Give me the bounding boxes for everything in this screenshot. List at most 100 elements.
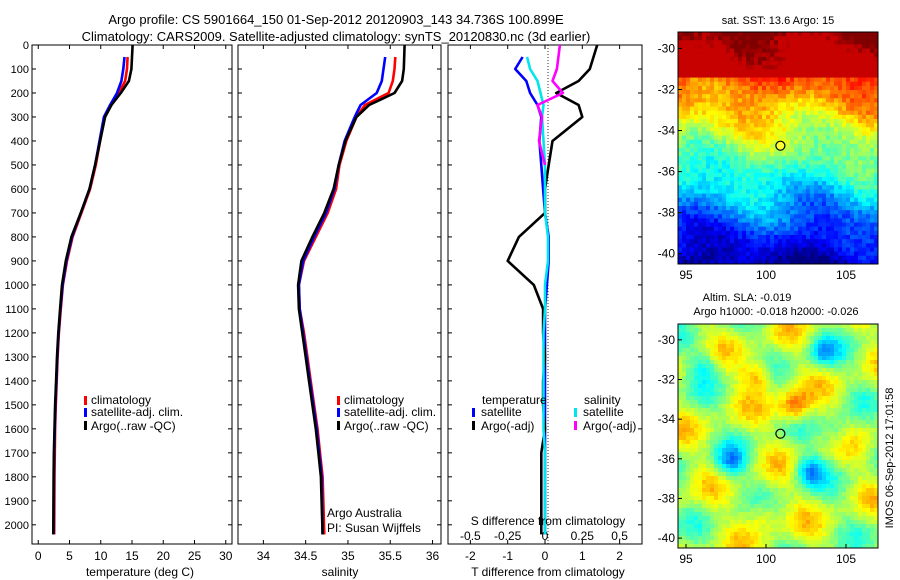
heatmap-cell — [754, 172, 759, 178]
heatmap-cell — [698, 193, 703, 199]
heatmap-cell — [806, 185, 811, 190]
heatmap-cell — [690, 36, 695, 41]
heatmap-cell — [734, 472, 739, 477]
heatmap-cell — [770, 412, 775, 417]
heatmap-cell — [798, 444, 803, 449]
heatmap-cell — [862, 61, 867, 66]
heatmap-cell — [718, 392, 723, 397]
heatmap-cell — [706, 77, 711, 83]
heatmap-cell — [746, 152, 751, 157]
heatmap-cell — [742, 404, 747, 409]
heatmap-cell — [794, 259, 799, 264]
heatmap-cell — [762, 328, 767, 333]
heatmap-cell — [698, 36, 703, 41]
heatmap-cell — [770, 420, 775, 425]
heatmap-cell — [730, 201, 735, 207]
heatmap-cell — [702, 472, 707, 477]
heatmap-cell — [690, 61, 695, 66]
heatmap-cell — [746, 52, 751, 58]
heatmap-cell — [838, 172, 843, 178]
heatmap-cell — [834, 472, 839, 477]
heatmap-cell — [730, 85, 735, 91]
heatmap-cell — [710, 432, 715, 437]
heatmap-cell — [710, 77, 715, 83]
heatmap-cell — [862, 56, 867, 62]
heatmap-cell — [770, 388, 775, 393]
heatmap-cell — [734, 119, 739, 124]
heatmap-cell — [874, 428, 878, 433]
heatmap-cell — [770, 468, 775, 473]
heatmap-cell — [738, 218, 743, 223]
heatmap-cell — [806, 222, 811, 228]
heatmap-cell — [730, 336, 735, 341]
heatmap-cell — [822, 364, 827, 369]
heatmap-cell — [702, 372, 707, 377]
heatmap-cell — [834, 85, 839, 91]
heatmap-cell — [774, 222, 779, 228]
heatmap-cell — [842, 448, 847, 453]
heatmap-cell — [826, 123, 831, 128]
heatmap-cell — [710, 376, 715, 381]
heatmap-cell — [782, 452, 787, 457]
heatmap-cell — [726, 460, 731, 465]
heatmap-cell — [750, 160, 755, 165]
heatmap-cell — [806, 239, 811, 244]
heatmap-cell — [774, 344, 779, 349]
heatmap-cell — [782, 226, 787, 232]
heatmap-cell — [858, 416, 863, 421]
heatmap-cell — [838, 388, 843, 393]
heatmap-cell — [854, 376, 859, 381]
heatmap-cell — [862, 214, 867, 219]
heatmap-cell — [690, 106, 695, 112]
heatmap-cell — [706, 172, 711, 178]
heatmap-cell — [718, 143, 723, 149]
heatmap-cell — [726, 181, 731, 186]
heatmap-cell — [778, 189, 783, 194]
heatmap-cell — [798, 206, 803, 211]
heatmap-cell — [850, 400, 855, 405]
heatmap-cell — [838, 85, 843, 91]
heatmap-cell — [778, 340, 783, 345]
heatmap-cell — [738, 52, 743, 58]
heatmap-cell — [742, 324, 747, 329]
heatmap-cell — [866, 102, 871, 107]
heatmap-cell — [770, 456, 775, 461]
heatmap-cell — [846, 172, 851, 178]
heatmap-cell — [718, 110, 723, 116]
heatmap-cell — [722, 352, 727, 357]
heatmap-cell — [714, 77, 719, 83]
heatmap-cell — [866, 44, 871, 49]
heatmap-cell — [794, 332, 799, 337]
heatmap-cell — [810, 193, 815, 199]
heatmap-cell — [846, 412, 851, 417]
heatmap-cell — [758, 160, 763, 165]
lat-tick-label: -38 — [658, 206, 676, 220]
heatmap-cell — [678, 168, 683, 174]
heatmap-cell — [838, 123, 843, 128]
heatmap-cell — [730, 396, 735, 401]
heatmap-cell — [702, 123, 707, 128]
heatmap-cell — [794, 40, 799, 45]
heatmap-cell — [822, 168, 827, 174]
temperature-panel: 0100200300400500600700800900100011001200… — [5, 40, 233, 579]
heatmap-cell — [694, 424, 699, 429]
heatmap-cell — [798, 214, 803, 219]
heatmap-cell — [762, 81, 767, 87]
heatmap-cell — [762, 131, 767, 136]
heatmap-cell — [866, 230, 871, 236]
heatmap-cell — [682, 404, 687, 409]
heatmap-cell — [722, 160, 727, 165]
heatmap-cell — [774, 139, 779, 145]
heatmap-cell — [710, 348, 715, 353]
heatmap-cell — [750, 36, 755, 41]
heatmap-cell — [874, 114, 878, 120]
heatmap-cell — [846, 428, 851, 433]
heatmap-cell — [802, 90, 807, 95]
heatmap-cell — [798, 197, 803, 203]
heatmap-cell — [822, 52, 827, 58]
heatmap-cell — [762, 114, 767, 120]
heatmap-cell — [778, 412, 783, 417]
heatmap-cell — [810, 156, 815, 161]
heatmap-cell — [866, 468, 871, 473]
heatmap-cell — [718, 440, 723, 445]
